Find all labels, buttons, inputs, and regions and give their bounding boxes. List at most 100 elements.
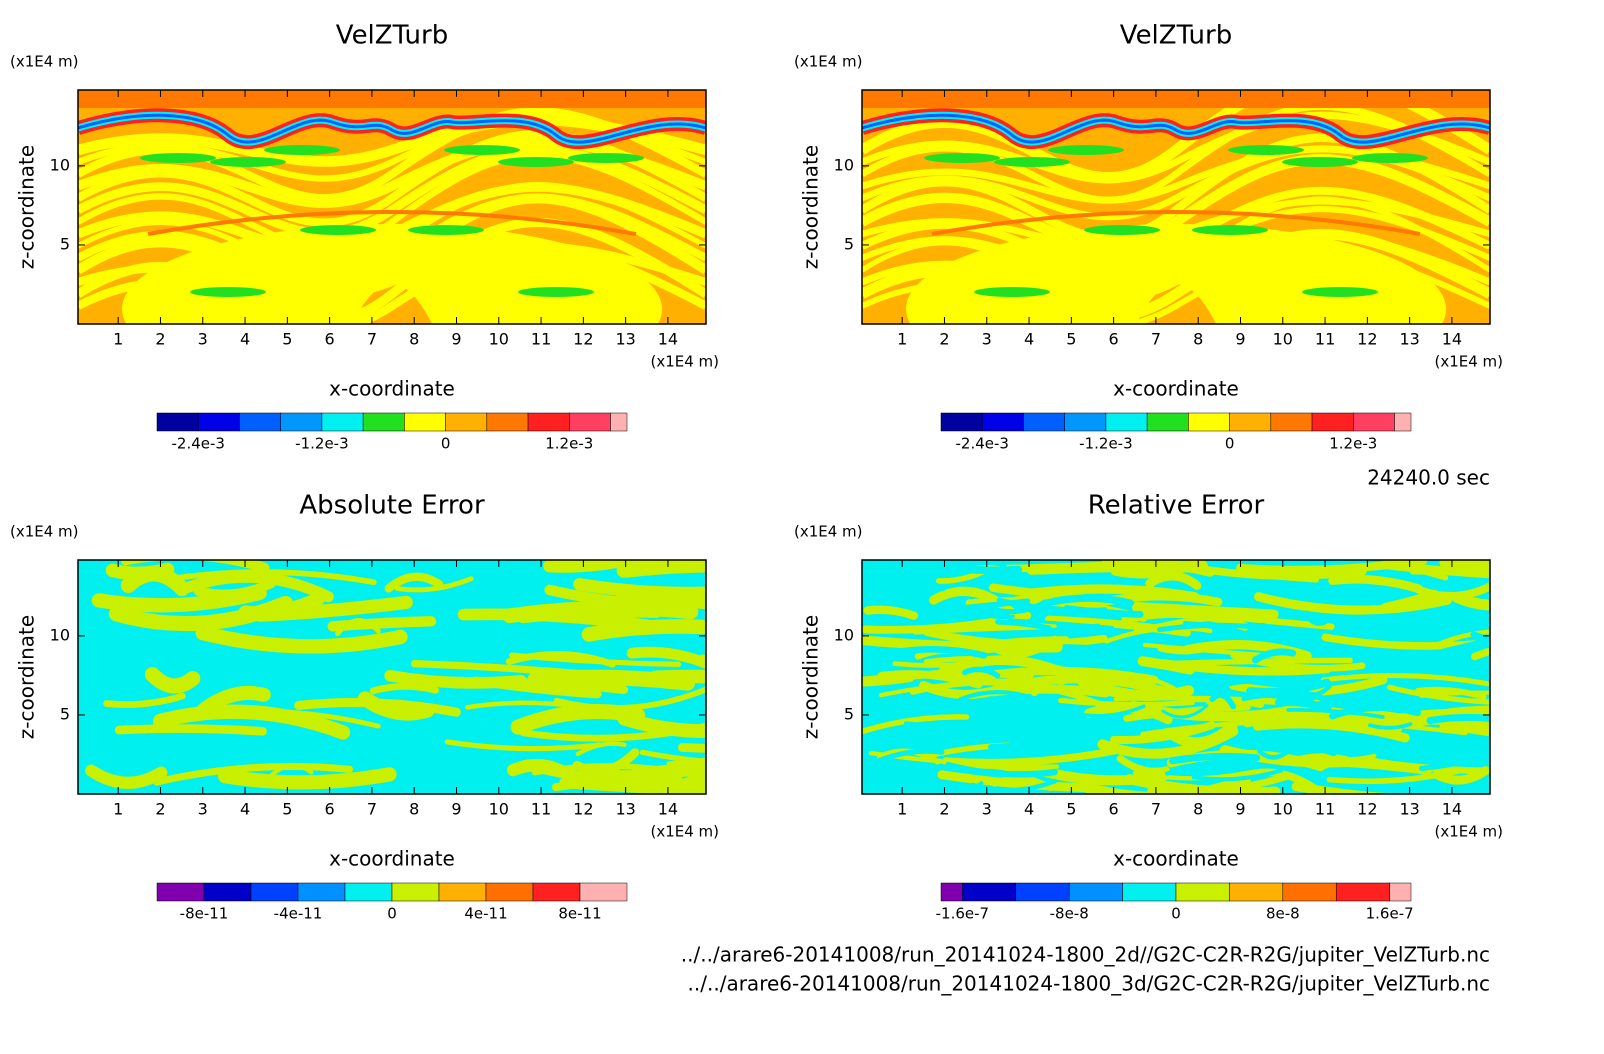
contour-fill bbox=[1311, 697, 1362, 709]
contour-fill bbox=[987, 599, 1048, 615]
plot-frame bbox=[77, 559, 707, 795]
x-tick-label: 9 bbox=[451, 330, 461, 349]
contour-fill bbox=[1410, 569, 1490, 576]
x-tick-label: 10 bbox=[1273, 800, 1293, 819]
colorbar-segment bbox=[156, 412, 199, 432]
colorbar-extension bbox=[610, 412, 628, 432]
contour-fill bbox=[120, 560, 270, 573]
contour-fill bbox=[1241, 692, 1338, 703]
plot-frame bbox=[861, 89, 1491, 325]
contour-fill bbox=[114, 724, 267, 736]
colorbar-segment bbox=[1270, 412, 1313, 432]
plot-frame bbox=[861, 559, 1491, 795]
contour-fill bbox=[78, 182, 706, 273]
contour-field bbox=[862, 90, 1490, 324]
contour-fill bbox=[862, 228, 1490, 323]
plot-frame bbox=[77, 89, 707, 325]
x-tick-label: 3 bbox=[982, 800, 992, 819]
contour-fill bbox=[78, 115, 706, 182]
y-unit: (x1E4 m) bbox=[10, 53, 79, 71]
contour-fill bbox=[1449, 720, 1490, 737]
contour-fill bbox=[1169, 752, 1261, 765]
x-tick-label: 2 bbox=[939, 330, 949, 349]
contour-fill bbox=[1131, 601, 1279, 620]
contour-fill bbox=[1282, 157, 1358, 167]
x-tick-label: 12 bbox=[573, 330, 593, 349]
contour-fill bbox=[1324, 758, 1432, 775]
colorbar-tick-label: 0 bbox=[1225, 435, 1235, 453]
contour-fill bbox=[898, 646, 988, 659]
contour-field bbox=[78, 560, 706, 794]
contour-fill bbox=[862, 196, 1490, 300]
contour-fill bbox=[1007, 674, 1181, 699]
contour-fill bbox=[1423, 747, 1476, 757]
colorbar-segment bbox=[1229, 882, 1284, 902]
y-unit: (x1E4 m) bbox=[10, 523, 79, 541]
contour-fill bbox=[147, 210, 637, 236]
x-tick-label: 5 bbox=[1066, 330, 1076, 349]
contour-fill bbox=[1426, 713, 1490, 725]
colorbar-segment bbox=[438, 882, 487, 902]
x-axis-label: x-coordinate bbox=[1113, 847, 1239, 871]
x-tick-label: 12 bbox=[1357, 800, 1377, 819]
colorbar-segment bbox=[940, 412, 983, 432]
x-tick-label: 7 bbox=[1151, 330, 1161, 349]
colorbar-segment bbox=[485, 882, 534, 902]
colorbar-tick-label: 8e-11 bbox=[558, 905, 601, 923]
colorbar-tick-label: 0 bbox=[441, 435, 451, 453]
contour-fill bbox=[1007, 618, 1114, 630]
x-axis-label: x-coordinate bbox=[329, 847, 455, 871]
colorbar-segment bbox=[527, 412, 570, 432]
x-tick-label: 5 bbox=[282, 800, 292, 819]
contour-fill bbox=[1116, 755, 1170, 775]
y-axis-label: z-coordinate bbox=[15, 615, 39, 739]
x-tick-label: 1 bbox=[897, 800, 907, 819]
x-tick-label: 13 bbox=[615, 330, 635, 349]
contour-fill bbox=[85, 764, 168, 789]
contour-fill bbox=[408, 225, 484, 235]
contour-fill bbox=[1419, 690, 1490, 698]
contour-fill bbox=[1302, 287, 1378, 297]
y-tick-label: 5 bbox=[60, 704, 70, 723]
contour-fill bbox=[78, 152, 706, 251]
contour-fill bbox=[1257, 748, 1291, 760]
x-tick-label: 7 bbox=[367, 330, 377, 349]
contour-fill bbox=[509, 652, 682, 667]
x-tick-label: 8 bbox=[409, 330, 419, 349]
contour-fill bbox=[677, 742, 706, 753]
colorbar-segment bbox=[1015, 882, 1070, 902]
contour-field bbox=[862, 560, 1490, 794]
chart-title: VelZTurb bbox=[1120, 21, 1232, 51]
y-tick-label: 10 bbox=[834, 625, 854, 644]
x-axis-label: x-coordinate bbox=[329, 377, 455, 401]
contour-fill bbox=[1439, 560, 1490, 571]
contour-fill bbox=[617, 711, 706, 738]
file-path: ../../arare6-20141008/run_20141024-1800_… bbox=[688, 972, 1490, 996]
x-tick-label: 11 bbox=[1315, 330, 1335, 349]
x-tick-label: 10 bbox=[489, 800, 509, 819]
contour-fill bbox=[1097, 726, 1239, 759]
y-tick-label: 10 bbox=[50, 155, 70, 174]
colorbar-tick-label: -1.6e-7 bbox=[936, 905, 989, 923]
x-axis-label: x-coordinate bbox=[1113, 377, 1239, 401]
contour-fill bbox=[1045, 623, 1100, 632]
colorbar-segment bbox=[1335, 882, 1390, 902]
contour-fill bbox=[1040, 594, 1134, 608]
colorbar-tick-label: 1.2e-3 bbox=[545, 435, 593, 453]
x-tick-label: 9 bbox=[1235, 330, 1245, 349]
colorbar-segment bbox=[1311, 412, 1354, 432]
colorbar-tick-label: -8e-8 bbox=[1050, 905, 1089, 923]
contour-fill bbox=[1328, 574, 1423, 594]
contour-fill bbox=[1071, 591, 1223, 613]
contour-fill bbox=[1147, 773, 1290, 794]
colorbar-segment bbox=[1188, 412, 1230, 432]
colorbar-segment bbox=[344, 882, 393, 902]
x-tick-label: 11 bbox=[1315, 800, 1335, 819]
contour-fill bbox=[465, 700, 640, 722]
contour-fill bbox=[518, 287, 594, 297]
contour-fill bbox=[1145, 571, 1202, 590]
contour-fill bbox=[1164, 761, 1202, 776]
contour-fill bbox=[988, 635, 1058, 658]
contour-fill bbox=[1326, 767, 1464, 785]
colorbar-segment bbox=[1068, 882, 1123, 902]
